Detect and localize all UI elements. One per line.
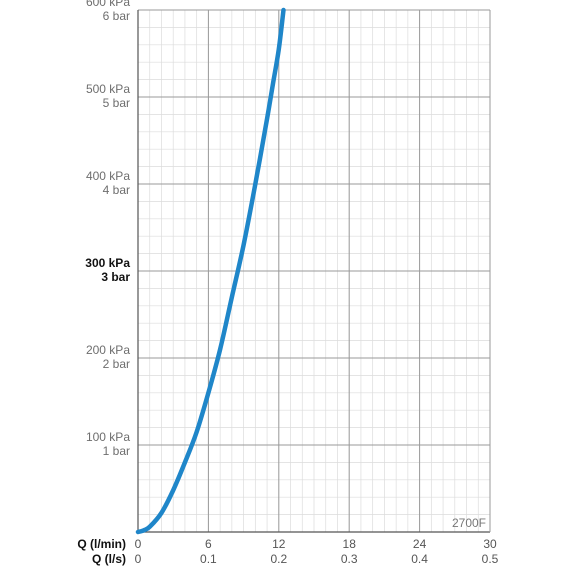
y-tick-label-kpa: 400 kPa	[86, 169, 130, 183]
y-tick-label-bar: 1 bar	[103, 444, 130, 458]
x-tick-label-lmin: 18	[343, 537, 357, 551]
y-tick-label-kpa: 300 kPa	[85, 256, 130, 270]
y-tick-label-kpa: 200 kPa	[86, 343, 130, 357]
y-tick-label-bar: 4 bar	[103, 183, 130, 197]
x-tick-labels: 00 60.1 120.2 180.3 240.4 300.5	[135, 537, 499, 566]
pressure-curve-line	[135, 7, 286, 535]
x-tick-label-lmin: 24	[413, 537, 427, 551]
y-tick-label-kpa: 100 kPa	[86, 430, 130, 444]
y-tick-label-bar: 5 bar	[103, 96, 130, 110]
x-tick-label-ls: 0	[135, 552, 142, 566]
x-axis-label-secondary: Q (l/s)	[92, 552, 126, 566]
x-tick-label-ls: 0.2	[270, 552, 287, 566]
axes	[137, 10, 491, 533]
series-group	[135, 7, 286, 535]
x-tick-label-ls: 0.1	[200, 552, 217, 566]
y-tick-label-bar: 3 bar	[101, 270, 130, 284]
x-tick-label-lmin: 6	[205, 537, 212, 551]
x-tick-label-lmin: 30	[483, 537, 497, 551]
y-tick-label-bar: 2 bar	[103, 357, 130, 371]
x-tick-label-ls: 0.4	[411, 552, 428, 566]
chart-code-annotation: 2700F	[452, 516, 486, 530]
x-axis-label-primary: Q (l/min)	[77, 537, 126, 551]
x-tick-label-lmin: 12	[272, 537, 286, 551]
y-tick-label-kpa: 600 kPa	[86, 0, 130, 9]
x-tick-label-lmin: 0	[135, 537, 142, 551]
y-tick-label-bar: 6 bar	[103, 9, 130, 23]
x-tick-label-ls: 0.3	[341, 552, 358, 566]
y-tick-label-kpa: 500 kPa	[86, 82, 130, 96]
x-tick-label-ls: 0.5	[482, 552, 499, 566]
